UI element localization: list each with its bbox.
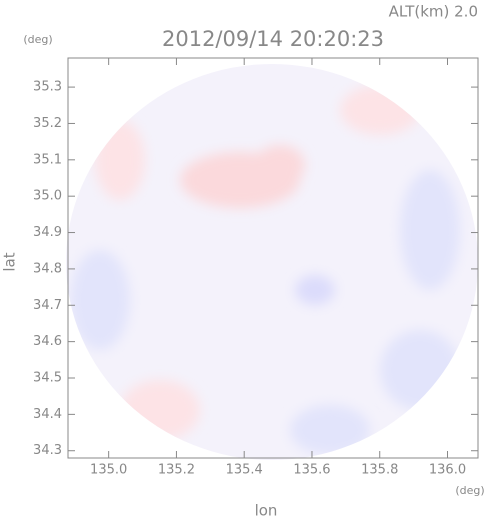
y-tick-label: 34.7 xyxy=(33,298,62,313)
chart-title: 2012/09/14 20:20:23 xyxy=(162,27,384,51)
y-tick-label: 35.3 xyxy=(33,80,62,95)
x-tick-label: 135.4 xyxy=(226,463,263,478)
x-tick-label: 135.0 xyxy=(90,463,127,478)
y-axis-label: lat xyxy=(1,252,19,271)
y-unit: (deg) xyxy=(23,33,52,46)
x-tick-label: 136.0 xyxy=(429,463,466,478)
y-tick-label: 35.2 xyxy=(33,116,62,131)
subtitle: ALT(km) 2.0 xyxy=(389,3,478,21)
plot-frame xyxy=(67,57,479,459)
radar-disk xyxy=(66,64,478,460)
y-tick-label: 34.9 xyxy=(33,225,62,240)
y-tick-label: 34.6 xyxy=(33,334,62,349)
y-tick-label: 34.4 xyxy=(33,407,62,422)
radar-field xyxy=(70,85,460,455)
x-unit: (deg) xyxy=(455,484,484,497)
y-tick-label: 34.3 xyxy=(33,443,62,458)
x-tick-label: 135.8 xyxy=(361,463,398,478)
x-tick-label: 135.6 xyxy=(293,463,330,478)
y-tick-label: 35.0 xyxy=(33,189,62,204)
y-tick-label: 34.5 xyxy=(33,371,62,386)
x-axis-label: lon xyxy=(255,502,278,520)
x-tick-label: 135.2 xyxy=(158,463,195,478)
y-tick-label: 35.1 xyxy=(33,152,62,167)
y-tick-label: 34.8 xyxy=(33,261,62,276)
